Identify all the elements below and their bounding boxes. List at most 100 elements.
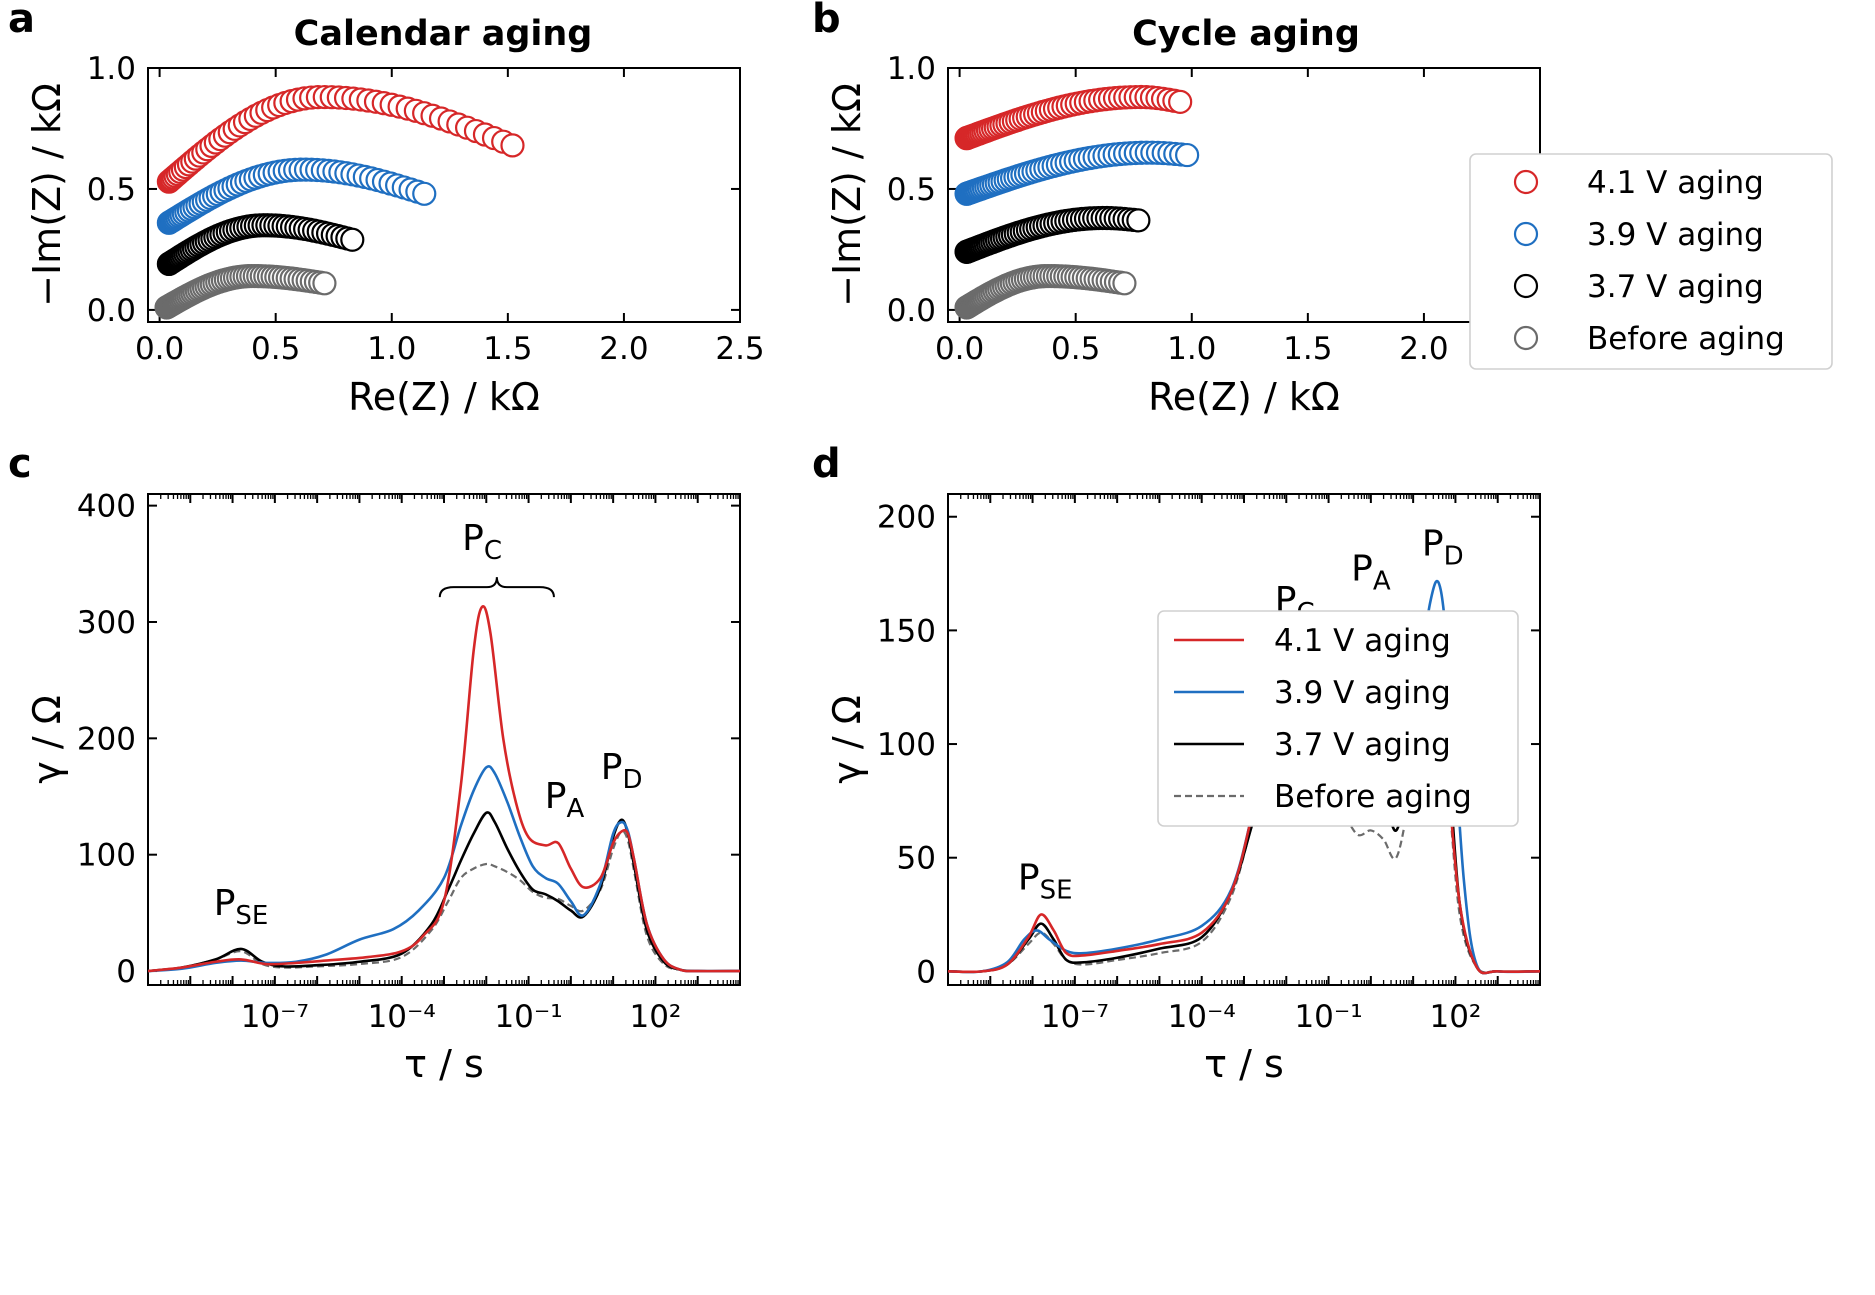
series-4-1: [954, 84, 1193, 151]
peak-label: PD: [1422, 523, 1464, 571]
y-tick-label: 0: [116, 954, 136, 990]
series-line-4-1: [148, 604, 740, 973]
y-tick-label: 400: [77, 489, 136, 525]
legend-marker: [1513, 221, 1539, 247]
x-axis-label: τ / s: [1204, 1042, 1284, 1086]
panel-label: b: [812, 0, 841, 42]
x-tick-label: 0.0: [935, 331, 984, 367]
data-point: [1112, 271, 1137, 296]
legend-marker: [1513, 325, 1539, 351]
peak-label: PC: [462, 518, 502, 566]
x-tick-label: 0.5: [1051, 331, 1100, 367]
y-tick-label: 100: [877, 727, 936, 763]
data-point: [312, 271, 337, 296]
series-3-9: [954, 140, 1200, 206]
x-tick-label: 10²: [1429, 999, 1481, 1035]
x-tick-label: 1.5: [483, 331, 532, 367]
peak-label-main: P: [214, 883, 236, 924]
series-3-9: [156, 157, 437, 235]
y-tick-label: 0: [916, 954, 936, 990]
x-tick-label: 1.5: [1283, 331, 1332, 367]
y-tick-label: 150: [877, 613, 936, 649]
legend-label: 4.1 V aging: [1587, 165, 1764, 201]
x-axis-label: τ / s: [404, 1042, 484, 1086]
legend-label: 4.1 V aging: [1274, 623, 1451, 659]
x-tick-label: 10⁻¹: [494, 999, 562, 1035]
x-tick-label: 10⁻⁷: [1041, 999, 1109, 1035]
legend-label: 3.9 V aging: [1274, 675, 1451, 711]
x-tick-label: 10⁻⁴: [368, 999, 436, 1035]
y-tick-label: 1.0: [887, 51, 936, 87]
peak-label-main: P: [462, 518, 484, 559]
legend-marker: [1513, 169, 1539, 195]
x-axis-label: Re(Z) / kΩ: [348, 375, 540, 419]
legend-label: 3.7 V aging: [1274, 727, 1451, 763]
data-point: [412, 181, 437, 206]
peak-label: PA: [545, 776, 585, 824]
x-tick-label: 1.0: [367, 331, 416, 367]
series-4-1: [156, 84, 525, 194]
y-tick-label: 200: [877, 500, 936, 536]
y-tick-label: 0.0: [887, 293, 936, 329]
legend-box: [1469, 153, 1833, 370]
panel-label: c: [8, 441, 32, 487]
y-tick-label: 0.0: [87, 293, 136, 329]
legend-d: 4.1 V aging 3.9 V aging 3.7 V aging Before …: [1157, 610, 1519, 827]
peak-label-main: P: [601, 747, 623, 788]
panel-c: c 10⁻⁷ 10⁻⁴ 10⁻¹ 10² 0 100 200 300 400 τ / s γ / Ω P…: [8, 441, 741, 1086]
data-point: [1126, 208, 1151, 233]
peak-label-sub: D: [622, 765, 642, 795]
peak-label: PD: [601, 747, 643, 795]
y-axis-label: γ / Ω: [825, 695, 869, 784]
x-tick-label: 2.0: [1399, 331, 1448, 367]
peak-label-sub: C: [484, 536, 502, 566]
y-tick-label: 1.0: [87, 51, 136, 87]
x-tick-label: 2.0: [599, 331, 648, 367]
legend-box: [1157, 610, 1519, 827]
panel-label: a: [8, 0, 35, 42]
x-tick-label: 10⁻¹: [1294, 999, 1362, 1035]
legend-label: Before aging: [1587, 321, 1785, 357]
peak-label-sub: SE: [1040, 876, 1073, 906]
y-tick-label: 100: [77, 838, 136, 874]
peak-label-sub: A: [1373, 566, 1391, 596]
brace: [438, 577, 555, 598]
peak-label-main: P: [1018, 858, 1040, 899]
series-line-3-7: [148, 811, 740, 973]
plot-frame: [147, 67, 741, 323]
data-point: [500, 133, 525, 158]
x-tick-label: 10⁻⁷: [241, 999, 309, 1035]
legend-b: 4.1 V aging 3.9 V aging 3.7 V aging Before …: [1469, 153, 1833, 370]
peak-label-main: P: [1351, 548, 1373, 589]
legend-label: 3.9 V aging: [1587, 217, 1764, 253]
peak-label-sub: A: [566, 794, 584, 824]
series-before: [154, 263, 337, 320]
series-3-7: [954, 205, 1151, 264]
x-tick-label: 1.0: [1167, 331, 1216, 367]
y-tick-label: 200: [77, 721, 136, 757]
peak-label-sub: D: [1444, 541, 1464, 571]
y-tick-label: 50: [897, 841, 936, 877]
x-axis-label: Re(Z) / kΩ: [1148, 375, 1340, 419]
data-point: [1175, 142, 1200, 168]
legend-label: 3.7 V aging: [1587, 269, 1764, 305]
y-tick-label: 300: [77, 605, 136, 641]
series-3-7: [156, 213, 365, 277]
panel-a: a Calendar aging 0.0 0.5 1.0 1.5 2.0 2.5 0.0 0.5 1…: [8, 0, 765, 419]
peak-label-main: P: [1422, 523, 1444, 564]
panel-title: Calendar aging: [294, 14, 593, 54]
panel-title: Cycle aging: [1132, 14, 1360, 54]
peak-label: PSE: [1018, 858, 1073, 906]
y-axis-label: −Im(Z) / kΩ: [25, 83, 69, 307]
legend-label: Before aging: [1274, 779, 1472, 815]
x-tick-label: 2.5: [715, 331, 764, 367]
panel-label: d: [812, 441, 841, 487]
peak-label-sub: SE: [235, 901, 268, 931]
x-tick-label: 0.5: [251, 331, 300, 367]
peak-label: PA: [1351, 548, 1391, 596]
y-axis-label: −Im(Z) / kΩ: [825, 83, 869, 307]
x-tick-label: 10⁻⁴: [1168, 999, 1236, 1035]
